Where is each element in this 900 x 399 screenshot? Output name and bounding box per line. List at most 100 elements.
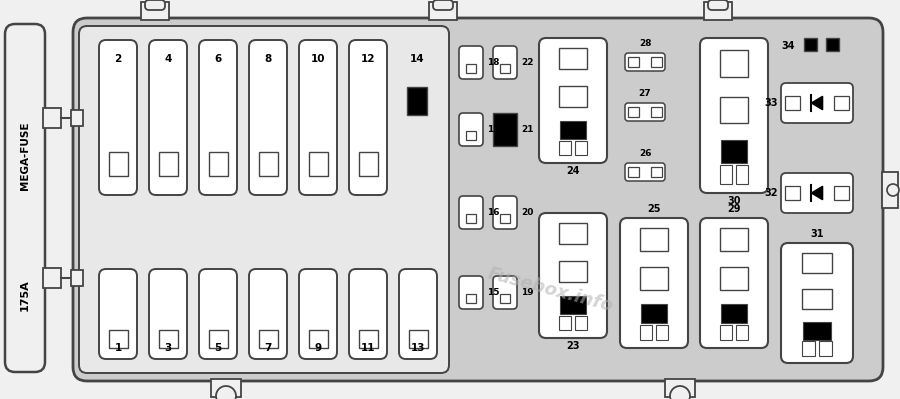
Text: 32: 32 [764,188,778,198]
FancyBboxPatch shape [5,24,45,372]
Circle shape [887,184,899,196]
Text: 20: 20 [521,208,533,217]
FancyBboxPatch shape [249,40,287,195]
Text: 17: 17 [487,125,500,134]
Text: 23: 23 [566,341,580,351]
FancyBboxPatch shape [708,0,728,10]
Bar [559,316,571,330]
Bar [628,167,639,177]
Bar [641,304,667,322]
Text: 25: 25 [647,204,661,214]
Bar [559,223,588,244]
Text: Fusebox.info: Fusebox.info [485,265,615,316]
FancyBboxPatch shape [493,46,517,79]
Text: 10: 10 [310,53,325,63]
Bar [500,64,510,73]
Text: 19: 19 [521,288,534,297]
Bar [665,379,695,397]
Text: 13: 13 [410,343,425,353]
Bar [309,330,328,348]
FancyBboxPatch shape [625,53,665,71]
FancyBboxPatch shape [299,269,337,359]
Bar [493,113,517,146]
FancyBboxPatch shape [145,0,165,10]
FancyBboxPatch shape [539,38,607,163]
FancyBboxPatch shape [700,38,768,193]
Bar [258,152,277,176]
Bar [628,107,639,117]
Bar [656,325,669,340]
Bar [209,152,228,176]
Bar [640,267,669,290]
FancyBboxPatch shape [249,269,287,359]
FancyBboxPatch shape [700,218,768,348]
Bar [721,140,747,163]
Bar [407,87,427,115]
Text: 12: 12 [361,53,375,63]
Bar [500,214,510,223]
Bar [802,253,832,273]
Bar [833,186,850,200]
Bar [826,38,839,51]
Polygon shape [812,96,823,110]
Bar [640,228,669,251]
Bar [704,2,732,20]
Bar [109,152,128,176]
FancyBboxPatch shape [493,196,517,229]
Circle shape [670,386,690,399]
Bar [720,267,748,290]
Circle shape [216,386,236,399]
Bar [559,85,588,107]
FancyBboxPatch shape [459,196,483,229]
Text: 27: 27 [639,89,652,99]
Bar [720,325,732,340]
Bar [736,325,748,340]
Text: 18: 18 [487,58,500,67]
Bar [158,330,177,348]
Bar [736,165,748,184]
FancyBboxPatch shape [299,40,337,195]
Text: 26: 26 [639,150,652,158]
Bar [429,2,457,20]
Text: 11: 11 [361,343,375,353]
Bar [309,152,328,176]
FancyBboxPatch shape [625,163,665,181]
FancyBboxPatch shape [459,276,483,309]
Bar [640,325,652,340]
Text: 30: 30 [727,196,741,206]
Bar [833,96,850,110]
Text: 8: 8 [265,53,272,63]
Bar [819,342,832,356]
Text: 31: 31 [810,229,824,239]
Text: 1: 1 [114,343,122,353]
FancyBboxPatch shape [149,40,187,195]
Bar [651,107,661,117]
Bar [802,342,814,356]
FancyBboxPatch shape [199,40,237,195]
FancyBboxPatch shape [99,40,137,195]
Bar [802,288,832,309]
FancyBboxPatch shape [459,113,483,146]
Text: 28: 28 [639,40,652,49]
FancyBboxPatch shape [459,46,483,79]
Bar [409,330,428,348]
Text: 175A: 175A [20,280,30,311]
FancyBboxPatch shape [399,269,437,359]
Bar [720,50,748,77]
FancyBboxPatch shape [620,218,688,348]
Bar [465,131,476,140]
Text: 16: 16 [487,208,500,217]
FancyBboxPatch shape [781,83,853,123]
Bar [651,57,661,67]
Bar [785,96,800,110]
Bar [358,330,377,348]
Bar [628,57,639,67]
Bar [109,330,128,348]
FancyBboxPatch shape [79,26,449,373]
FancyBboxPatch shape [781,173,853,213]
Text: 2: 2 [114,53,122,63]
FancyBboxPatch shape [349,40,387,195]
FancyBboxPatch shape [99,269,137,359]
Bar [43,268,61,288]
Bar [804,322,831,340]
